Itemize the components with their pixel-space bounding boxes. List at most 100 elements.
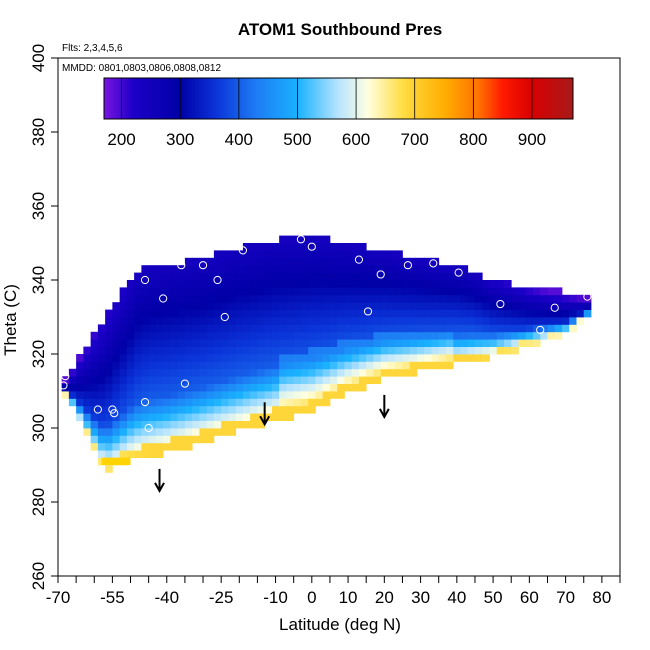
field-cell xyxy=(206,302,215,310)
colorbar: 200 300 400 500 600 700 800 900 xyxy=(103,77,574,149)
field-cell xyxy=(177,391,186,399)
field-cell xyxy=(482,324,490,333)
field-cell xyxy=(271,265,280,273)
field-cell xyxy=(90,391,99,399)
field-cell xyxy=(300,376,309,384)
field-cell xyxy=(242,324,251,333)
field-cell xyxy=(351,383,360,392)
field-cell xyxy=(192,391,200,399)
field-cell xyxy=(315,376,324,384)
field-cell xyxy=(83,428,92,436)
field-cell xyxy=(228,391,237,399)
field-cell xyxy=(395,339,403,347)
field-cell xyxy=(141,331,150,340)
field-cell xyxy=(424,339,432,347)
field-cell xyxy=(308,257,316,266)
field-cell xyxy=(366,376,374,384)
field-cell xyxy=(561,309,570,318)
field-cell xyxy=(554,287,563,296)
field-cell xyxy=(337,302,345,310)
field-cell xyxy=(279,368,287,377)
field-cell xyxy=(163,331,171,340)
field-cell xyxy=(322,265,331,273)
field-cell xyxy=(540,294,548,303)
field-cell xyxy=(250,420,258,429)
field-cell xyxy=(76,383,84,392)
field-cell xyxy=(90,331,99,340)
field-cell xyxy=(97,361,106,370)
field-cell xyxy=(170,317,179,325)
field-cell xyxy=(467,309,476,318)
field-cell xyxy=(134,346,142,355)
field-cell xyxy=(119,413,128,421)
observation-point xyxy=(296,235,306,244)
field-cell xyxy=(351,294,360,303)
field-cell xyxy=(416,280,425,288)
field-cell xyxy=(511,317,519,325)
field-cell xyxy=(163,391,171,399)
field-cell xyxy=(257,368,266,377)
field-cell xyxy=(134,302,142,310)
field-cell xyxy=(213,398,222,407)
field-cell xyxy=(293,391,302,399)
field-cell xyxy=(141,376,150,384)
field-cell xyxy=(97,346,106,355)
field-cell xyxy=(315,265,324,273)
field-cell xyxy=(213,428,222,436)
field-cell xyxy=(344,361,353,370)
field-cell xyxy=(184,428,193,436)
field-cell xyxy=(511,302,519,310)
field-cell xyxy=(431,339,440,347)
field-cell xyxy=(300,272,309,281)
field-cell xyxy=(148,287,157,296)
field-cell xyxy=(199,435,208,444)
field-cell xyxy=(141,442,150,451)
field-cell xyxy=(213,368,222,377)
field-cell xyxy=(409,272,418,281)
field-cell xyxy=(351,309,360,318)
field-cell xyxy=(445,287,454,296)
field-cell xyxy=(119,346,128,355)
field-cell xyxy=(105,383,113,392)
field-cell xyxy=(235,317,244,325)
field-cell xyxy=(213,317,222,325)
field-cell xyxy=(300,280,309,288)
field-cell xyxy=(395,317,403,325)
field-cell xyxy=(163,442,171,451)
field-cell xyxy=(126,339,135,347)
field-cell xyxy=(329,324,338,333)
field-cell xyxy=(373,257,382,266)
field-cell xyxy=(126,280,135,288)
x-tick-label: 60 xyxy=(520,588,539,607)
field-cell xyxy=(126,361,135,370)
field-cell xyxy=(344,265,353,273)
field-cell xyxy=(250,250,258,259)
field-cell xyxy=(271,376,280,384)
field-cell xyxy=(250,383,258,392)
x-tick-label: 30 xyxy=(411,588,430,607)
field-cell xyxy=(76,354,84,362)
field-cell xyxy=(395,294,403,303)
field-cell xyxy=(250,405,258,414)
field-cell xyxy=(235,339,244,347)
field-cell xyxy=(460,280,469,288)
field-cell xyxy=(387,302,396,310)
field-cell xyxy=(155,354,164,362)
field-cell xyxy=(257,294,266,303)
field-cell xyxy=(409,257,418,266)
field-cell xyxy=(424,257,432,266)
field-cell xyxy=(315,272,324,281)
colorbar-tick-label: 600 xyxy=(342,130,370,149)
field-cell xyxy=(308,235,316,244)
x-tick-label: -40 xyxy=(154,588,179,607)
field-cell xyxy=(337,376,345,384)
field-cell xyxy=(373,287,382,296)
field-cell xyxy=(474,324,483,333)
field-cell xyxy=(308,272,316,281)
field-cell xyxy=(329,309,338,318)
field-cell xyxy=(453,317,461,325)
field-cell xyxy=(511,287,519,296)
field-cell xyxy=(242,309,251,318)
field-cell xyxy=(177,368,186,377)
field-cell xyxy=(300,361,309,370)
